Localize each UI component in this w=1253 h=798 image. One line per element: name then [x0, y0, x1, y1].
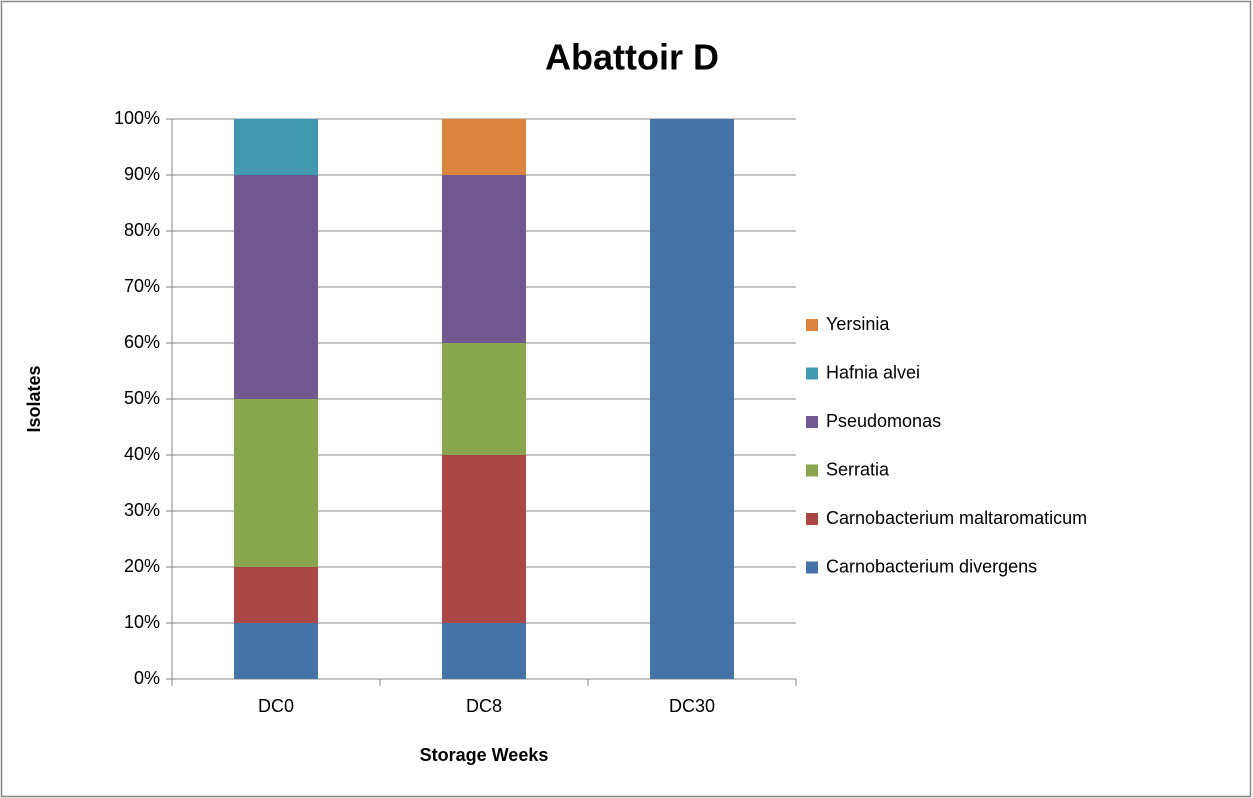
bar-segment: [442, 119, 526, 175]
chart-title: Abattoir D: [545, 37, 719, 78]
y-tick-label: 0%: [134, 668, 160, 688]
y-axis-label: Isolates: [24, 365, 44, 432]
legend-swatch: [806, 416, 818, 428]
legend-label: Pseudomonas: [826, 411, 941, 431]
bar-segment: [650, 119, 734, 679]
y-tick-label: 60%: [124, 332, 160, 352]
legend-label: Hafnia alvei: [826, 362, 920, 382]
bar-segment: [442, 623, 526, 679]
y-tick-label: 40%: [124, 444, 160, 464]
y-tick-label: 30%: [124, 500, 160, 520]
bar-segment: [234, 175, 318, 399]
legend-label: Serratia: [826, 459, 890, 479]
legend-label: Carnobacterium divergens: [826, 556, 1037, 576]
y-tick-label: 20%: [124, 556, 160, 576]
y-tick-label: 70%: [124, 276, 160, 296]
x-tick-label: DC30: [669, 696, 715, 716]
y-tick-label: 80%: [124, 220, 160, 240]
legend-swatch: [806, 319, 818, 331]
bar-segment: [234, 623, 318, 679]
x-tick-label: DC0: [258, 696, 294, 716]
y-tick-label: 90%: [124, 164, 160, 184]
bar-segment: [234, 119, 318, 175]
legend-swatch: [806, 464, 818, 477]
x-axis-label: Storage Weeks: [420, 745, 549, 765]
legend-swatch: [806, 367, 818, 380]
legend-label: Yersinia: [826, 314, 890, 334]
legend-label: Carnobacterium maltaromaticum: [826, 508, 1087, 528]
legend-swatch: [806, 513, 818, 525]
y-tick-label: 10%: [124, 612, 160, 632]
legend-swatch: [806, 561, 818, 574]
bar-segment: [234, 567, 318, 623]
bar-segment: [442, 175, 526, 343]
y-tick-label: 100%: [114, 108, 160, 128]
bar-segment: [442, 455, 526, 623]
bar-segment: [442, 343, 526, 455]
x-tick-label: DC8: [466, 696, 502, 716]
bar-segment: [234, 399, 318, 567]
y-tick-label: 50%: [124, 388, 160, 408]
